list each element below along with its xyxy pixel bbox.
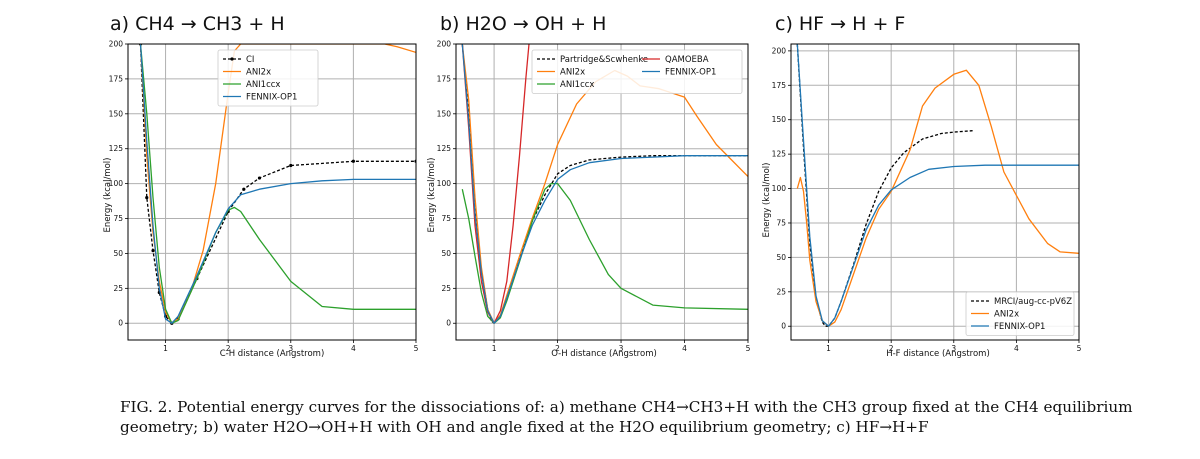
panel-a-xlabel: C-H distance (Angstrom)	[220, 349, 325, 359]
panel-b: b) H2O → OH + H O-H distance (Angstrom) …	[427, 13, 751, 359]
panel-b-plot: 1 2 3 4 50255075100125150175200Partridge&Scw…	[437, 40, 751, 354]
caption-label: FIG. 2.	[120, 398, 173, 416]
figure-caption: FIG. 2. Potential energy curves for the …	[120, 397, 1190, 437]
axes-frame	[790, 43, 1080, 341]
legend-label: MRCI/aug-cc-pV6Z	[994, 297, 1072, 307]
x-tick-label: 1	[826, 344, 831, 353]
x-tick-label: 5	[414, 344, 419, 353]
x-tick-label: 5	[746, 344, 751, 353]
caption-text: Potential energy curves for the dissocia…	[120, 398, 1133, 436]
panel-a-plot: 1 2 3 4 50255075100125150175200CIANI2xANI1cc…	[109, 40, 419, 354]
axes-frame	[127, 43, 417, 341]
legend-label: ANI2x	[560, 68, 585, 78]
y-tick-label: 200	[109, 40, 124, 49]
x-tick-label: 4	[682, 344, 687, 353]
series-group	[796, 44, 1079, 327]
panel-c-plot: 1 2 3 4 50255075100125150175200MRCI/aug-cc-p…	[772, 43, 1082, 353]
y-tick-label: 50	[776, 253, 786, 262]
y-tick-label: 150	[109, 109, 124, 118]
y-tick-label: 100	[109, 179, 124, 188]
y-tick-label: 75	[776, 218, 786, 227]
x-tick-label: 3	[288, 344, 293, 353]
x-tick-label: 2	[889, 344, 894, 353]
legend-label: ANI2x	[994, 310, 1019, 320]
legend-box	[217, 49, 319, 107]
panel-b-xlabel: O-H distance (Angstrom)	[551, 349, 657, 359]
panel-c-ylabel: Energy (kcal/mol)	[762, 163, 772, 238]
y-tick-label: 150	[437, 109, 452, 118]
series-line-fennix-op1	[461, 44, 748, 324]
series-line-fennix-op1	[796, 44, 1079, 327]
legend: Partridge&Scwhenke ANI2x ANI1ccx QAMOEBA FEN…	[531, 49, 743, 94]
x-tick-label: 5	[1077, 344, 1082, 353]
x-tick-label: 2	[555, 344, 560, 353]
panel-c: c) HF → H + F H-F distance (Angstrom) En…	[762, 13, 1082, 359]
legend-marker	[230, 57, 234, 61]
x-tick-label: 3	[951, 344, 956, 353]
data-point	[242, 187, 246, 191]
y-tick-label: 50	[113, 249, 123, 258]
series-line-fennix-op1	[139, 44, 416, 324]
y-tick-label: 25	[113, 284, 123, 293]
legend-label: FENNIX-OP1	[665, 68, 716, 78]
x-tick-label: 2	[226, 344, 231, 353]
data-point	[151, 249, 155, 253]
panel-a-title: a) CH4 → CH3 + H	[110, 13, 285, 35]
x-tick-label: 3	[619, 344, 624, 353]
panel-b-ylabel: Energy (kcal/mol)	[427, 158, 437, 233]
legend-label: Partridge&Scwhenke	[560, 55, 648, 65]
panel-a-ylabel: Energy (kcal/mol)	[103, 158, 113, 233]
series-line-ani1ccx	[461, 182, 748, 324]
legend-label: CI	[246, 55, 254, 65]
y-tick-label: 150	[772, 115, 787, 124]
y-tick-label: 75	[113, 214, 123, 223]
legend-box	[531, 49, 743, 94]
y-tick-label: 75	[441, 214, 451, 223]
legend-label: ANI1ccx	[560, 80, 594, 90]
y-tick-label: 100	[772, 184, 787, 193]
y-tick-label: 0	[781, 322, 786, 331]
series-line-ani2x	[796, 69, 1079, 327]
legend-label: FENNIX-OP1	[246, 93, 297, 103]
y-tick-label: 25	[776, 287, 786, 296]
legend-label: ANI1ccx	[246, 80, 280, 90]
y-tick-label: 175	[437, 74, 452, 83]
y-tick-label: 200	[437, 40, 452, 49]
y-tick-label: 125	[437, 144, 452, 153]
data-point	[145, 195, 149, 200]
data-point	[257, 176, 262, 180]
x-tick-label: 1	[163, 344, 168, 353]
x-tick-label: 4	[351, 344, 356, 353]
legend-label: ANI2x	[246, 68, 271, 78]
legend-label: QAMOEBA	[665, 55, 709, 65]
y-tick-label: 175	[109, 74, 124, 83]
data-point	[289, 163, 293, 168]
y-tick-label: 125	[772, 150, 787, 159]
data-point	[351, 159, 355, 163]
axes-frame	[455, 43, 749, 341]
legend-box	[965, 291, 1075, 336]
y-tick-label: 0	[446, 319, 451, 328]
y-tick-label: 175	[772, 81, 787, 90]
legend: CI ANI2x ANI1ccx FENNIX-OP1	[217, 49, 319, 107]
y-tick-label: 0	[118, 319, 123, 328]
x-tick-label: 4	[1014, 344, 1019, 353]
series-line-qamoeba	[461, 44, 530, 324]
panel-c-xlabel: H-F distance (Angstrom)	[886, 349, 990, 359]
y-tick-label: 100	[437, 179, 452, 188]
y-tick-label: 25	[441, 284, 451, 293]
series-group	[138, 44, 416, 325]
y-tick-label: 200	[772, 46, 787, 55]
panel-b-title: b) H2O → OH + H	[440, 13, 606, 35]
series-line-mrci-aug-cc-pv6z	[796, 44, 973, 327]
legend: MRCI/aug-cc-pV6Z ANI2x FENNIX-OP1	[965, 291, 1075, 336]
legend-label: FENNIX-OP1	[994, 322, 1045, 332]
panel-c-title: c) HF → H + F	[775, 13, 905, 35]
y-tick-label: 50	[441, 249, 451, 258]
panel-a: a) CH4 → CH3 + H C-H distance (Angstrom)…	[103, 13, 419, 359]
y-tick-label: 125	[109, 144, 124, 153]
x-tick-label: 1	[492, 344, 497, 353]
